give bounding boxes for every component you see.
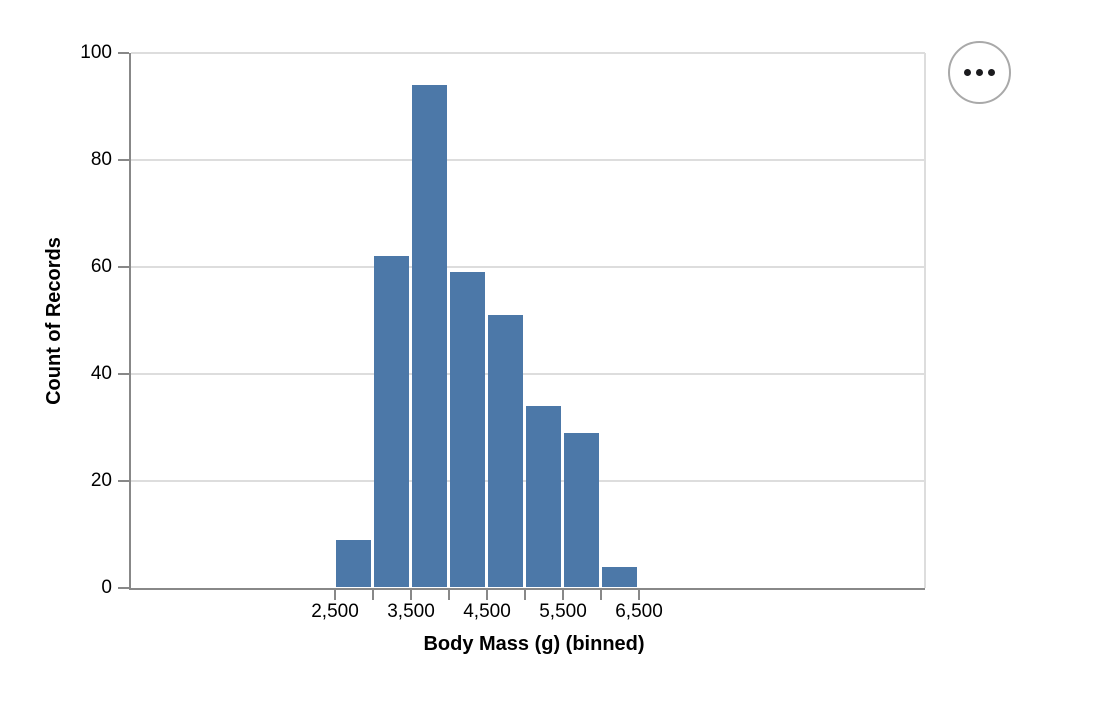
histogram-bar — [450, 272, 485, 588]
x-tick — [638, 589, 640, 600]
x-tick — [448, 589, 450, 600]
histogram-bar — [412, 85, 447, 588]
x-axis-title: Body Mass (g) (binned) — [423, 633, 645, 655]
x-tick — [524, 589, 526, 600]
y-tick — [118, 159, 129, 161]
histogram-bar — [488, 315, 523, 588]
y-axis-title: Count of Records — [43, 237, 65, 405]
y-tick — [118, 266, 129, 268]
y-tick-label: 80 — [90, 149, 112, 170]
ellipsis-dot — [988, 69, 995, 76]
x-tick — [486, 589, 488, 600]
histogram-bar — [336, 539, 371, 588]
x-tick — [410, 589, 412, 600]
x-tick-label: 3,500 — [387, 601, 435, 622]
y-tick-label: 100 — [80, 42, 112, 63]
x-tick — [562, 589, 564, 600]
x-tick — [372, 589, 374, 600]
x-tick-label: 5,500 — [539, 601, 587, 622]
gridline — [131, 159, 925, 161]
gridline — [131, 52, 925, 54]
y-tick — [118, 373, 129, 375]
gridline — [131, 266, 925, 268]
y-tick-label: 20 — [90, 470, 112, 491]
y-tick-label: 40 — [90, 363, 112, 384]
y-tick — [118, 480, 129, 482]
chart-actions-button[interactable] — [948, 41, 1011, 104]
ellipsis-icon — [964, 69, 995, 76]
histogram-bar — [374, 256, 409, 588]
x-axis-line — [129, 587, 925, 590]
x-tick-label: 2,500 — [311, 601, 359, 622]
histogram-bar — [602, 566, 637, 588]
ellipsis-dot — [976, 69, 983, 76]
gridline — [131, 373, 925, 375]
histogram-bar — [526, 406, 561, 588]
x-tick-label: 4,500 — [463, 601, 511, 622]
x-tick-label: 6,500 — [615, 601, 663, 622]
ellipsis-dot — [964, 69, 971, 76]
plot-border-right — [924, 53, 926, 588]
x-tick — [334, 589, 336, 600]
y-axis-line — [129, 53, 131, 589]
x-tick — [600, 589, 602, 600]
y-tick-label: 60 — [90, 256, 112, 277]
y-tick — [118, 52, 129, 54]
y-tick-label: 0 — [101, 577, 112, 598]
y-tick — [118, 587, 129, 589]
histogram-bar — [564, 432, 599, 588]
